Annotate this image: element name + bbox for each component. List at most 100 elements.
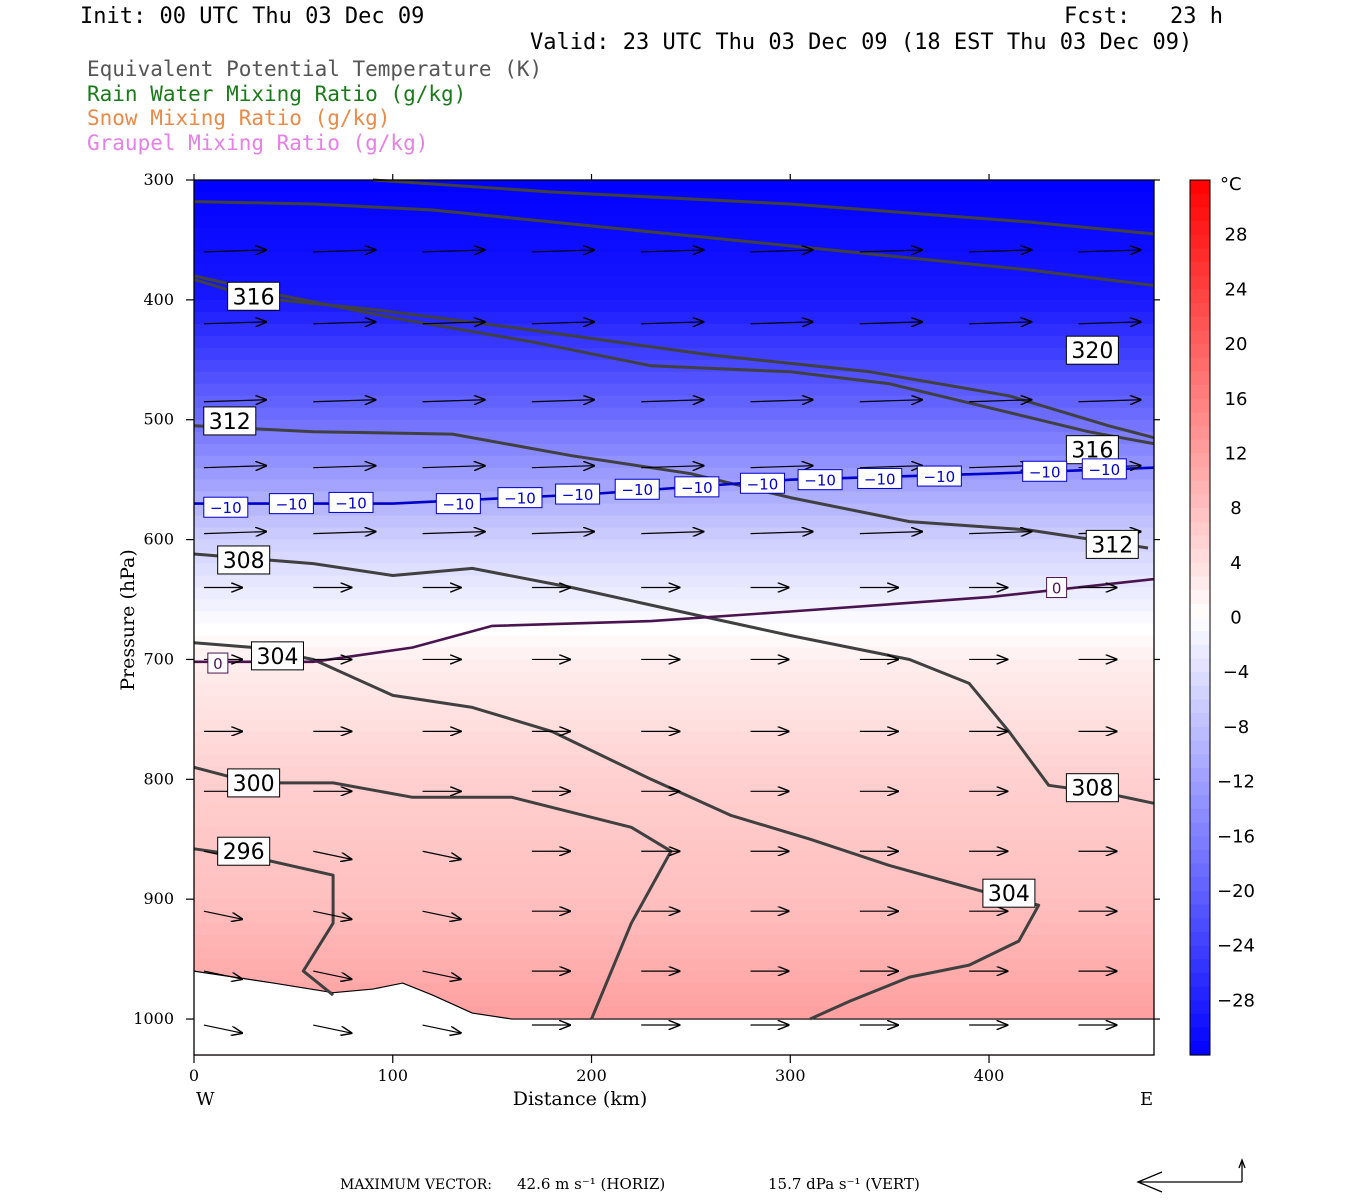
shading-band: [194, 743, 1154, 756]
isotherm-label-box: [497, 487, 543, 509]
isotherm-label-text: −10: [1088, 461, 1120, 479]
max-vector-arrows: [1136, 1158, 1246, 1193]
theta-e-contour-308: [193, 552, 1155, 805]
colorbar-cell: [1190, 726, 1210, 742]
shading-band: [194, 791, 1154, 804]
max-vector-label: MAXIMUM VECTOR:: [340, 1177, 492, 1193]
wind-vector: [859, 532, 922, 534]
wind-vector: [750, 250, 813, 252]
wind-vector: [313, 322, 375, 324]
shading-band: [194, 263, 1154, 277]
wind-vector: [531, 250, 594, 252]
shading-band: [194, 383, 1154, 397]
colorbar-cell: [1190, 672, 1210, 687]
colorbar-cell: [1190, 767, 1210, 783]
shading-band: [194, 479, 1154, 493]
colorbar-tick-label: 16: [1225, 389, 1248, 410]
theta-e-label-text: 300: [233, 772, 275, 797]
x-tick-label: 200: [576, 1066, 607, 1085]
colorbar-cell: [1190, 330, 1210, 345]
theta-e-label: 304: [982, 878, 1036, 908]
colorbar-cell: [1190, 275, 1210, 290]
theta-e-label: 304: [250, 641, 304, 671]
theta-e-label-text: 308: [223, 549, 265, 574]
isotherm-label-text: −10: [804, 472, 836, 490]
colorbar-cell: [1190, 1041, 1210, 1056]
shading-band: [194, 323, 1154, 337]
colorbar-cell: [1190, 221, 1210, 236]
colorbar-cell: [1190, 931, 1210, 947]
shading-band: [194, 683, 1154, 697]
shading-band: [194, 419, 1154, 433]
colorbar-cell: [1190, 508, 1210, 523]
isotherm-label-text: −10: [276, 496, 308, 514]
wind-vector: [969, 250, 1031, 252]
wind-vector: [422, 400, 485, 402]
terrain-line: [193, 970, 1154, 1020]
colorbar-cell: [1190, 385, 1210, 400]
isotherm-label-box: [916, 465, 962, 487]
wind-vector: [750, 466, 813, 468]
wind-vector: [750, 322, 813, 324]
shading-band: [194, 815, 1154, 828]
wind-vector: [203, 466, 266, 468]
isotherm-label: −10: [739, 472, 785, 494]
colorbar-cell: [1190, 1000, 1210, 1015]
wind-vector: [203, 322, 266, 324]
colorbar-cell: [1190, 890, 1210, 906]
colorbar-tick-label: 0: [1230, 608, 1241, 629]
wind-vector: [641, 466, 703, 468]
terrain-mask: [193, 970, 1154, 1055]
theta-e-label: 320: [1065, 335, 1119, 365]
shading-band: [194, 347, 1154, 361]
isotherm-label: −10: [435, 493, 481, 515]
shading-band: [194, 983, 1154, 996]
shading-band: [194, 407, 1154, 421]
shading-band: [194, 515, 1154, 529]
shading-band: [194, 923, 1154, 936]
x-tick-label: 300: [775, 1066, 806, 1085]
y-tick-label: 500: [143, 410, 174, 429]
shading-band: [194, 935, 1154, 948]
colorbar-cell: [1190, 918, 1210, 933]
wind-vector: [313, 250, 375, 252]
shading-band: [194, 911, 1154, 924]
wind-vector: [313, 532, 375, 534]
isotherm-label-text: −10: [504, 490, 536, 508]
colorbar-unit: °C: [1220, 174, 1242, 195]
x-tick-label: 100: [377, 1066, 408, 1085]
isotherm-label-text: 0: [213, 655, 223, 673]
wind-vector: [531, 322, 594, 324]
colorbar-cell: [1190, 494, 1210, 509]
theta-e-label-box: [250, 641, 304, 671]
colorbar: 28 24 20 16 12 8 4 0 −4 −8 −12 −16 −20 −24 −28 °C: [1189, 174, 1255, 1056]
valid-time: Valid: 23 UTC Thu 03 Dec 09 (18 EST Thu …: [530, 30, 1193, 55]
colorbar-cell: [1190, 303, 1210, 318]
theta-e-label-box: [1065, 773, 1119, 803]
shading-band: [194, 539, 1154, 553]
shading-band: [194, 827, 1154, 840]
isotherm-label: −10: [916, 465, 962, 487]
colorbar-cell: [1190, 521, 1210, 537]
isotherm-label-box: [797, 469, 843, 491]
isotherm-label-box: [674, 476, 720, 498]
colorbar-cell: [1190, 207, 1210, 222]
isotherm-label-box: [1081, 458, 1127, 480]
colorbar-tick-label: −24: [1217, 936, 1255, 957]
colorbar-cell: [1190, 371, 1210, 386]
wind-vector: [641, 250, 703, 252]
colorbar-tick-label: −12: [1217, 772, 1255, 793]
colorbar-tick-label: 8: [1230, 498, 1241, 519]
colorbar-cell: [1190, 439, 1210, 455]
max-vector-vert-head: [1238, 1158, 1246, 1169]
y-tick-label: 600: [143, 530, 174, 549]
wind-vector: [859, 250, 922, 252]
wind-vector: [422, 1024, 461, 1033]
forecast-hour: Fcst: 23 h: [1064, 4, 1223, 29]
isotherm-label-box: [857, 467, 903, 489]
isotherm-label: −10: [203, 496, 249, 518]
shading-band: [194, 719, 1154, 732]
wind-vector: [203, 1024, 242, 1033]
shading-band: [194, 587, 1154, 601]
colorbar-tick-label: −8: [1223, 717, 1250, 738]
